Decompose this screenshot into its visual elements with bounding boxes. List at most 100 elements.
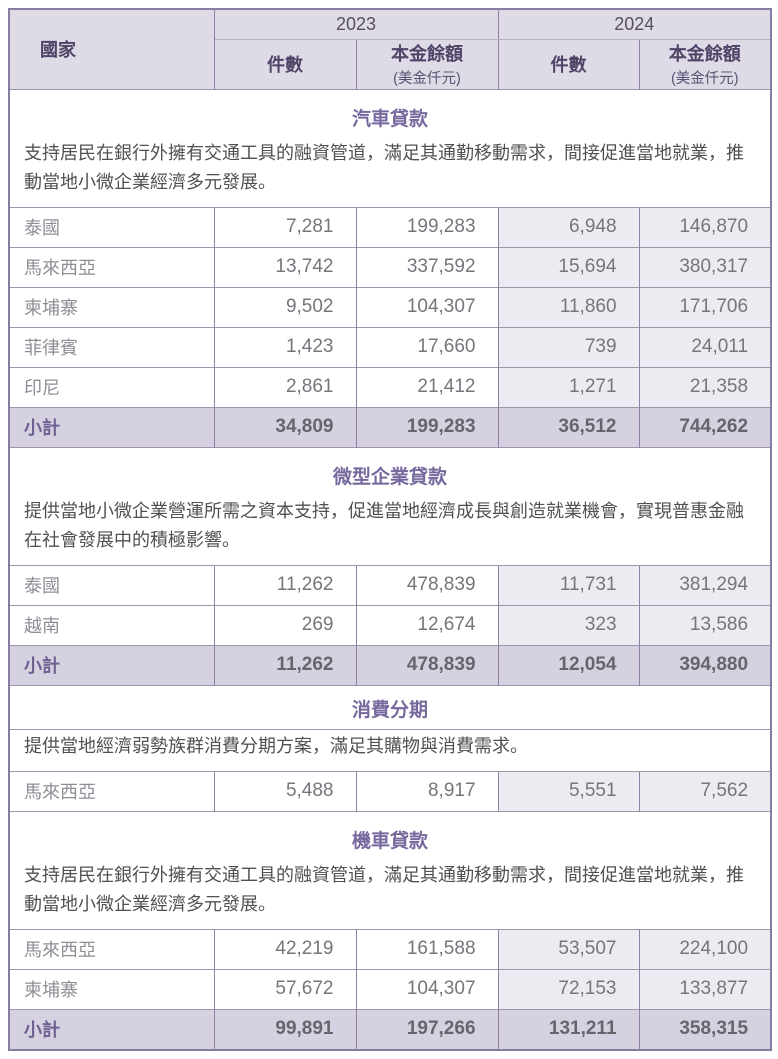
- count-2023-cell: 1,423: [213, 326, 356, 367]
- section-description-row: 支持居民在銀行外擁有交通工具的融資管道，滿足其通勤移動需求，間接促進當地就業，推…: [9, 858, 772, 930]
- table-row: 馬來西亞 5,488 8,917 5,551 7,562: [9, 770, 772, 811]
- subtotal-balance-2023: 199,283: [355, 406, 499, 447]
- country-cell: 越南: [9, 604, 214, 645]
- country-cell: 泰國: [9, 206, 214, 247]
- section-title-row: 汽車貸款: [9, 88, 772, 137]
- balance-2024-cell: 133,877: [638, 968, 772, 1009]
- subtotal-row: 小計 11,262 478,839 12,054 394,880: [9, 644, 772, 685]
- section-micro-business-loans: 微型企業貸款 提供當地小微企業營運所需之資本支持，促進當地經濟成長與創造就業機會…: [9, 446, 772, 685]
- subtotal-balance-2023: 478,839: [355, 644, 499, 685]
- country-cell: 柬埔寨: [9, 286, 214, 327]
- header-year-row: 國家 2023 2024: [9, 9, 772, 89]
- header-count-2024: 件數: [497, 39, 640, 89]
- country-cell: 泰國: [9, 564, 214, 605]
- balance-2023-cell: 8,917: [355, 770, 499, 811]
- count-2023-cell: 42,219: [213, 928, 356, 969]
- balance-2023-cell: 337,592: [355, 246, 499, 287]
- table-row: 泰國 7,281 199,283 6,948 146,870: [9, 206, 772, 247]
- section-auto-loans: 汽車貸款 支持居民在銀行外擁有交通工具的融資管道，滿足其通勤移動需求，間接促進當…: [9, 88, 772, 447]
- header-sub-row: 件數 本金餘額 (美金仟元) 件數 本金餘額 (美金仟元): [9, 39, 772, 89]
- balance-2024-cell: 21,358: [638, 366, 772, 407]
- count-2024-cell: 11,731: [497, 564, 640, 605]
- count-2024-cell: 5,551: [497, 770, 640, 811]
- count-2024-cell: 72,153: [497, 968, 640, 1009]
- section-title-row: 機車貸款: [9, 810, 772, 859]
- country-cell: 菲律賓: [9, 326, 214, 367]
- section-title-row: 微型企業貸款: [9, 446, 772, 495]
- balance-2024-cell: 7,562: [638, 770, 772, 811]
- subtotal-count-2024: 12,054: [497, 644, 640, 685]
- country-cell: 馬來西亞: [9, 928, 214, 969]
- section-title: 消費分期: [9, 684, 772, 730]
- balance-2023-cell: 17,660: [355, 326, 499, 367]
- count-2024-cell: 15,694: [497, 246, 640, 287]
- balance-2024-cell: 224,100: [638, 928, 772, 969]
- table-row: 菲律賓 1,423 17,660 739 24,011: [9, 326, 772, 367]
- section-consumer-installments: 消費分期 提供當地經濟弱勢族群消費分期方案，滿足其購物與消費需求。 馬來西亞 5…: [9, 684, 772, 811]
- section-motorcycle-loans: 機車貸款 支持居民在銀行外擁有交通工具的融資管道，滿足其通勤移動需求，間接促進當…: [9, 810, 772, 1050]
- section-title: 汽車貸款: [9, 88, 772, 137]
- subtotal-label: 小計: [9, 406, 214, 447]
- section-title: 機車貸款: [9, 810, 772, 859]
- section-description: 提供當地小微企業營運所需之資本支持，促進當地經濟成長與創造就業機會，實現普惠金融…: [9, 494, 772, 566]
- count-2023-cell: 7,281: [213, 206, 356, 247]
- balance-2023-cell: 104,307: [355, 968, 499, 1009]
- table-row: 泰國 11,262 478,839 11,731 381,294: [9, 564, 772, 605]
- table-row: 柬埔寨 57,672 104,307 72,153 133,877: [9, 968, 772, 1009]
- header-year-2024: 2024: [497, 9, 772, 40]
- subtotal-label: 小計: [9, 644, 214, 685]
- table-row: 馬來西亞 13,742 337,592 15,694 380,317: [9, 246, 772, 287]
- count-2023-cell: 269: [213, 604, 356, 645]
- section-description-row: 支持居民在銀行外擁有交通工具的融資管道，滿足其通勤移動需求，間接促進當地就業，推…: [9, 136, 772, 208]
- count-2024-cell: 323: [497, 604, 640, 645]
- table-row: 越南 269 12,674 323 13,586: [9, 604, 772, 645]
- balance-2023-cell: 161,588: [355, 928, 499, 969]
- count-2023-cell: 57,672: [213, 968, 356, 1009]
- count-2023-cell: 9,502: [213, 286, 356, 327]
- balance-2024-cell: 380,317: [638, 246, 772, 287]
- count-2024-cell: 739: [497, 326, 640, 367]
- section-title-row: 消費分期: [9, 684, 772, 730]
- section-description: 支持居民在銀行外擁有交通工具的融資管道，滿足其通勤移動需求，間接促進當地就業，推…: [9, 136, 772, 208]
- subtotal-row: 小計 99,891 197,266 131,211 358,315: [9, 1008, 772, 1050]
- subtotal-balance-2023: 197,266: [355, 1008, 499, 1050]
- balance-2024-cell: 24,011: [638, 326, 772, 367]
- count-2023-cell: 13,742: [213, 246, 356, 287]
- subtotal-count-2023: 99,891: [213, 1008, 356, 1050]
- section-description: 提供當地經濟弱勢族群消費分期方案，滿足其購物與消費需求。: [9, 729, 772, 772]
- count-2024-cell: 11,860: [497, 286, 640, 327]
- count-2023-cell: 11,262: [213, 564, 356, 605]
- count-2024-cell: 6,948: [497, 206, 640, 247]
- country-cell: 馬來西亞: [9, 770, 214, 811]
- table-header: 國家 2023 2024 件數 本金餘額 (美金仟元) 件數 本金餘額 (美金仟…: [9, 9, 772, 89]
- balance-unit: (美金仟元): [393, 71, 461, 87]
- section-title: 微型企業貸款: [9, 446, 772, 495]
- balance-2024-cell: 171,706: [638, 286, 772, 327]
- country-cell: 馬來西亞: [9, 246, 214, 287]
- count-2023-cell: 2,861: [213, 366, 356, 407]
- balance-2024-cell: 13,586: [638, 604, 772, 645]
- subtotal-balance-2024: 358,315: [638, 1008, 772, 1050]
- section-description-row: 提供當地經濟弱勢族群消費分期方案，滿足其購物與消費需求。: [9, 729, 772, 772]
- country-cell: 柬埔寨: [9, 968, 214, 1009]
- table-row: 柬埔寨 9,502 104,307 11,860 171,706: [9, 286, 772, 327]
- header-balance-2024: 本金餘額 (美金仟元): [638, 39, 772, 89]
- subtotal-row: 小計 34,809 199,283 36,512 744,262: [9, 406, 772, 447]
- balance-label: 本金餘額: [391, 44, 463, 64]
- subtotal-balance-2024: 394,880: [638, 644, 772, 685]
- subtotal-count-2024: 131,211: [497, 1008, 640, 1050]
- balance-2024-cell: 381,294: [638, 564, 772, 605]
- balance-2023-cell: 21,412: [355, 366, 499, 407]
- count-2023-cell: 5,488: [213, 770, 356, 811]
- balance-2023-cell: 12,674: [355, 604, 499, 645]
- table-row: 馬來西亞 42,219 161,588 53,507 224,100: [9, 928, 772, 969]
- balance-2023-cell: 478,839: [355, 564, 499, 605]
- subtotal-count-2023: 11,262: [213, 644, 356, 685]
- subtotal-count-2023: 34,809: [213, 406, 356, 447]
- table-row: 印尼 2,861 21,412 1,271 21,358: [9, 366, 772, 407]
- header-country: 國家: [9, 9, 215, 89]
- count-2024-cell: 1,271: [497, 366, 640, 407]
- balance-2023-cell: 104,307: [355, 286, 499, 327]
- balance-2023-cell: 199,283: [355, 206, 499, 247]
